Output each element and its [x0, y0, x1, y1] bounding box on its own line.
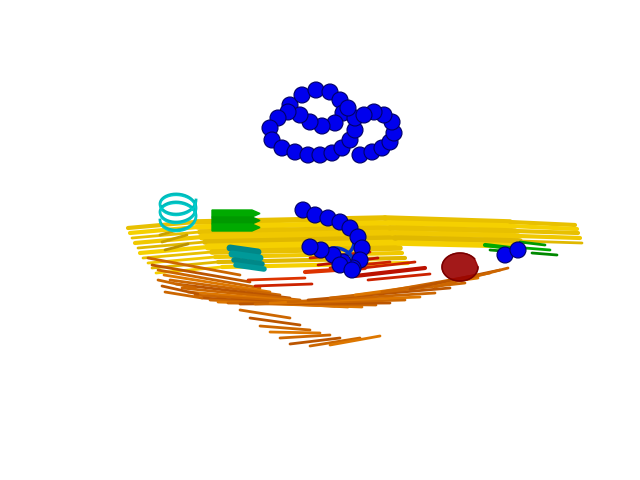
- Circle shape: [354, 240, 370, 256]
- Circle shape: [366, 104, 382, 120]
- Circle shape: [347, 110, 363, 126]
- Circle shape: [344, 262, 360, 278]
- Circle shape: [334, 140, 350, 156]
- Circle shape: [332, 92, 348, 108]
- Circle shape: [295, 202, 311, 218]
- Circle shape: [287, 144, 303, 160]
- Circle shape: [386, 125, 402, 141]
- Circle shape: [320, 210, 336, 226]
- Circle shape: [302, 239, 318, 255]
- Circle shape: [342, 220, 358, 236]
- Polygon shape: [212, 217, 260, 224]
- Circle shape: [352, 147, 368, 163]
- Circle shape: [364, 144, 380, 160]
- Circle shape: [302, 114, 318, 130]
- Circle shape: [376, 107, 392, 123]
- Circle shape: [312, 147, 328, 163]
- Circle shape: [325, 247, 341, 263]
- Circle shape: [264, 132, 280, 148]
- Circle shape: [497, 247, 513, 263]
- Circle shape: [382, 134, 398, 150]
- Circle shape: [282, 97, 298, 113]
- Circle shape: [322, 84, 338, 100]
- Circle shape: [356, 107, 372, 123]
- Circle shape: [314, 118, 330, 134]
- Circle shape: [308, 82, 324, 98]
- Circle shape: [342, 132, 358, 148]
- Polygon shape: [212, 224, 260, 231]
- Circle shape: [510, 242, 526, 258]
- Polygon shape: [442, 253, 478, 281]
- Circle shape: [340, 100, 356, 116]
- Circle shape: [347, 122, 363, 138]
- Circle shape: [352, 252, 368, 268]
- Circle shape: [300, 147, 316, 163]
- Circle shape: [332, 214, 348, 230]
- Polygon shape: [212, 210, 260, 217]
- Circle shape: [384, 114, 400, 130]
- Circle shape: [332, 257, 348, 273]
- Circle shape: [270, 110, 286, 126]
- Circle shape: [327, 115, 343, 131]
- Circle shape: [262, 120, 278, 136]
- Circle shape: [307, 207, 323, 223]
- Circle shape: [294, 87, 310, 103]
- Circle shape: [292, 107, 308, 123]
- Circle shape: [345, 260, 361, 276]
- Circle shape: [324, 145, 340, 161]
- Circle shape: [374, 140, 390, 156]
- Circle shape: [335, 254, 351, 270]
- Circle shape: [280, 104, 296, 120]
- Circle shape: [274, 140, 290, 156]
- Circle shape: [335, 105, 351, 121]
- Circle shape: [313, 242, 329, 258]
- Circle shape: [350, 229, 366, 245]
